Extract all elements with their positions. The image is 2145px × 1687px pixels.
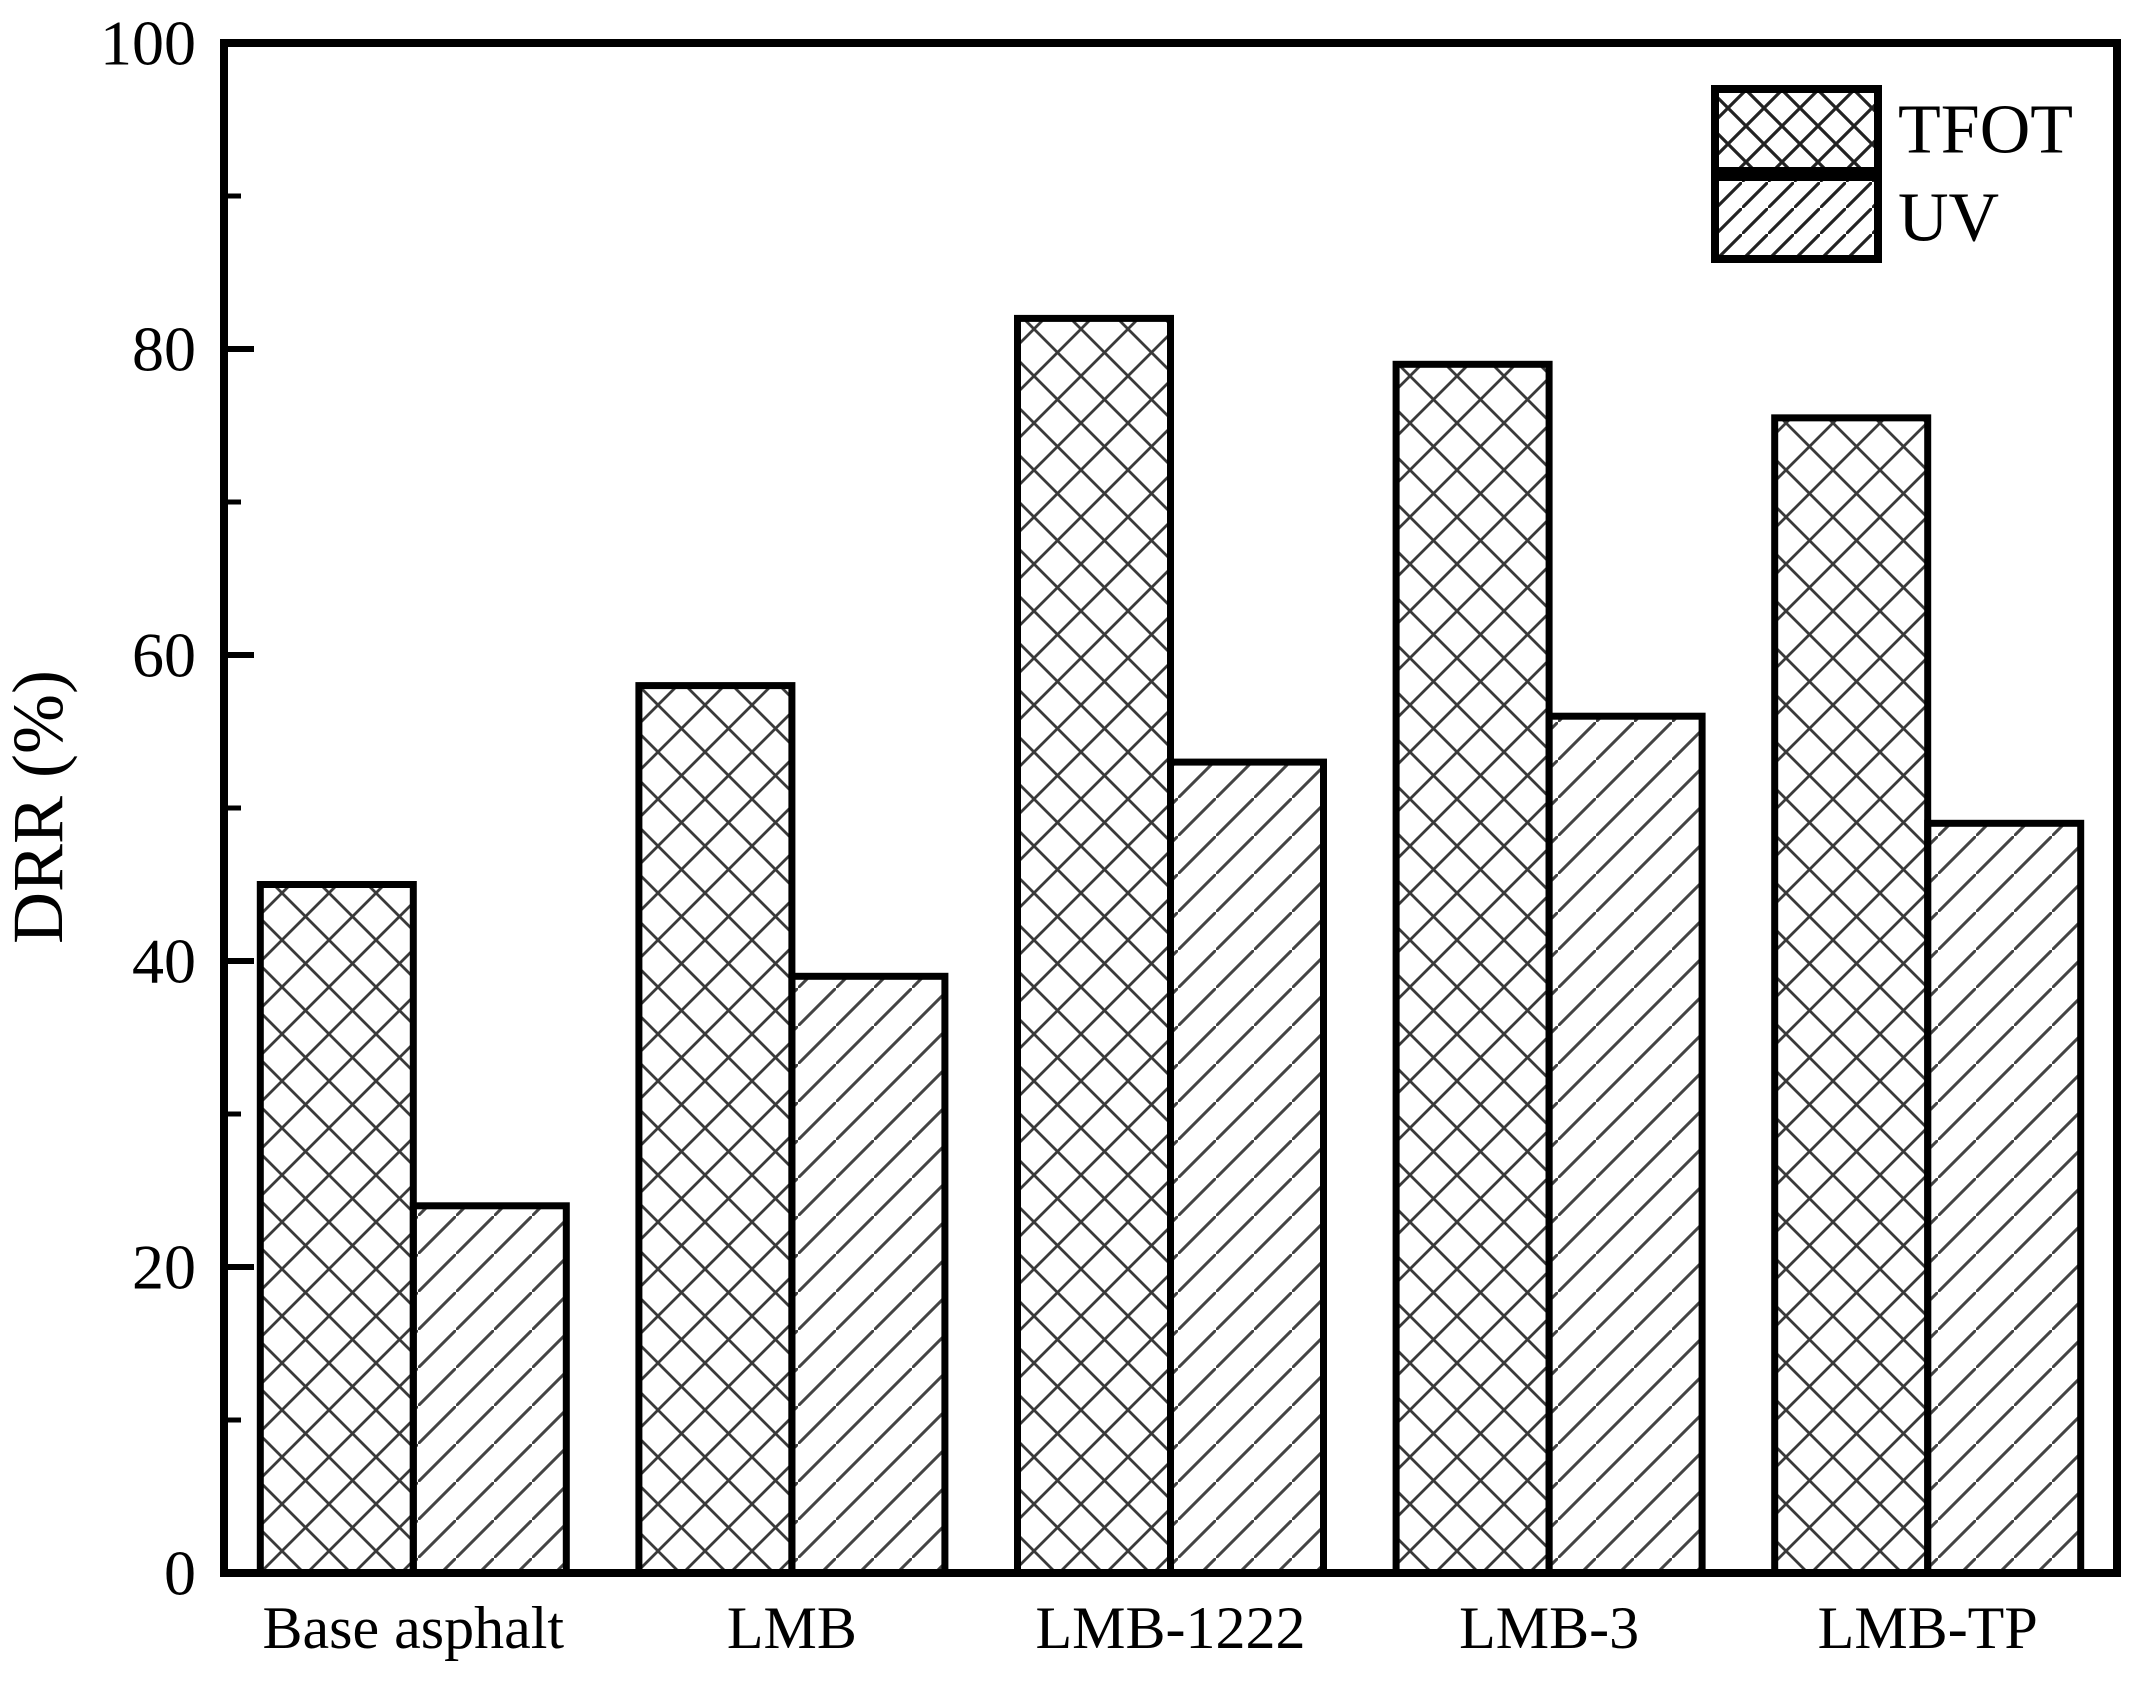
y-tick-label: 80 [132, 314, 196, 385]
legend-label-uv: UV [1898, 180, 1999, 257]
y-tick-label: 60 [132, 620, 196, 691]
bar-uv-lmb-3 [1545, 712, 1706, 1577]
bar-tfot-base-asphalt [256, 881, 417, 1577]
legend: TFOT UV [1711, 85, 2073, 263]
x-category-label-base-asphalt: Base asphalt [263, 1595, 565, 1661]
x-category-label-lmb: LMB [727, 1595, 857, 1661]
y-tick-label: 20 [132, 1232, 196, 1303]
x-category-labels: Base asphalt LMB LMB-1222 LMB-3 LMB-TP [263, 1595, 2038, 1661]
plot-frame [220, 39, 2121, 1577]
bar-tfot-lmb [635, 682, 796, 1577]
bar-uv-lmb-tp [1924, 819, 2085, 1577]
y-axis-ticks [224, 40, 254, 1576]
bar-tfot-lmb-1222 [1014, 314, 1174, 1577]
y-tick-label: 100 [100, 8, 196, 79]
legend-label-tfot: TFOT [1898, 92, 2073, 169]
x-category-label-lmb-3: LMB-3 [1459, 1595, 1639, 1661]
y-tick-label: 40 [132, 926, 196, 997]
legend-swatch-tfot [1711, 85, 1882, 175]
x-category-label-lmb-1222: LMB-1222 [1036, 1595, 1306, 1661]
x-category-label-lmb-tp: LMB-TP [1818, 1595, 2038, 1661]
bar-tfot-lmb-tp [1771, 414, 1932, 1577]
bar-tfot-lmb-3 [1392, 360, 1553, 1577]
bar-uv-lmb [788, 972, 949, 1577]
y-tick-labels: 0 20 40 60 80 100 [100, 8, 196, 1609]
legend-swatch-uv [1711, 173, 1882, 263]
y-tick-label: 0 [164, 1538, 196, 1609]
bar-uv-base-asphalt [409, 1202, 570, 1577]
bar-uv-lmb-1222 [1167, 758, 1327, 1577]
y-axis-title: DRR (%) [0, 670, 78, 944]
bars-group [256, 314, 2085, 1577]
